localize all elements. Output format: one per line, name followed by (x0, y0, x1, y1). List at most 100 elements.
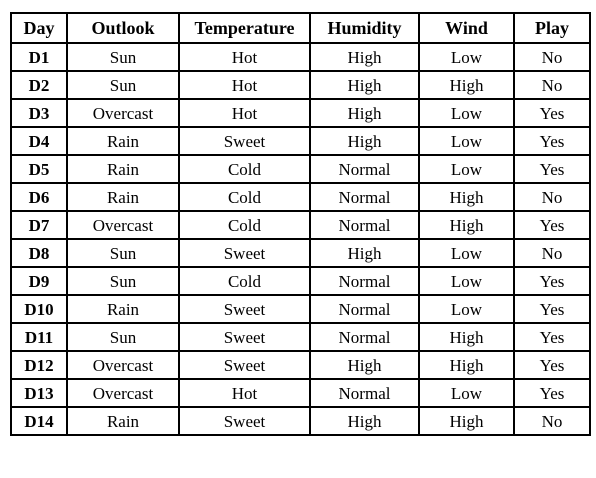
play-cell: Yes (514, 323, 590, 351)
column-header-humidity: Humidity (310, 13, 419, 43)
temperature-cell: Cold (179, 211, 310, 239)
table-row: D5 Rain Cold Normal Low Yes (11, 155, 590, 183)
wind-cell: Low (419, 155, 514, 183)
temperature-cell: Sweet (179, 407, 310, 435)
play-cell: No (514, 71, 590, 99)
table-row: D7 Overcast Cold Normal High Yes (11, 211, 590, 239)
table-container: Day Outlook Temperature Humidity Wind Play D1… (10, 12, 591, 436)
outlook-cell: Sun (67, 323, 179, 351)
day-cell: D14 (11, 407, 67, 435)
day-cell: D4 (11, 127, 67, 155)
humidity-cell: Normal (310, 267, 419, 295)
table-row: D1 Sun Hot High Low No (11, 43, 590, 71)
day-cell: D11 (11, 323, 67, 351)
outlook-cell: Rain (67, 407, 179, 435)
wind-cell: High (419, 323, 514, 351)
temperature-cell: Sweet (179, 351, 310, 379)
table-row: D11 Sun Sweet Normal High Yes (11, 323, 590, 351)
column-header-temperature: Temperature (179, 13, 310, 43)
day-cell: D2 (11, 71, 67, 99)
outlook-cell: Overcast (67, 99, 179, 127)
temperature-cell: Sweet (179, 323, 310, 351)
outlook-cell: Rain (67, 183, 179, 211)
outlook-cell: Sun (67, 239, 179, 267)
outlook-cell: Rain (67, 127, 179, 155)
column-header-wind: Wind (419, 13, 514, 43)
wind-cell: High (419, 211, 514, 239)
outlook-cell: Overcast (67, 351, 179, 379)
humidity-cell: High (310, 239, 419, 267)
wind-cell: High (419, 407, 514, 435)
outlook-cell: Rain (67, 155, 179, 183)
table-row: D9 Sun Cold Normal Low Yes (11, 267, 590, 295)
table-row: D6 Rain Cold Normal High No (11, 183, 590, 211)
day-cell: D3 (11, 99, 67, 127)
table-row: D14 Rain Sweet High High No (11, 407, 590, 435)
day-cell: D13 (11, 379, 67, 407)
play-cell: Yes (514, 211, 590, 239)
table-row: D3 Overcast Hot High Low Yes (11, 99, 590, 127)
temperature-cell: Cold (179, 155, 310, 183)
table-row: D12 Overcast Sweet High High Yes (11, 351, 590, 379)
humidity-cell: Normal (310, 211, 419, 239)
humidity-cell: Normal (310, 323, 419, 351)
day-cell: D6 (11, 183, 67, 211)
outlook-cell: Sun (67, 43, 179, 71)
outlook-cell: Sun (67, 267, 179, 295)
weather-play-table: Day Outlook Temperature Humidity Wind Play D1… (10, 12, 591, 436)
table-header: Day Outlook Temperature Humidity Wind Play (11, 13, 590, 43)
temperature-cell: Cold (179, 183, 310, 211)
wind-cell: High (419, 71, 514, 99)
play-cell: Yes (514, 99, 590, 127)
column-header-day: Day (11, 13, 67, 43)
wind-cell: Low (419, 267, 514, 295)
table-row: D13 Overcast Hot Normal Low Yes (11, 379, 590, 407)
play-cell: Yes (514, 127, 590, 155)
play-cell: Yes (514, 155, 590, 183)
outlook-cell: Overcast (67, 211, 179, 239)
table-row: D4 Rain Sweet High Low Yes (11, 127, 590, 155)
day-cell: D9 (11, 267, 67, 295)
play-cell: No (514, 407, 590, 435)
play-cell: No (514, 239, 590, 267)
humidity-cell: Normal (310, 155, 419, 183)
temperature-cell: Hot (179, 99, 310, 127)
humidity-cell: Normal (310, 183, 419, 211)
play-cell: Yes (514, 379, 590, 407)
day-cell: D5 (11, 155, 67, 183)
day-cell: D8 (11, 239, 67, 267)
play-cell: No (514, 43, 590, 71)
play-cell: Yes (514, 295, 590, 323)
column-header-outlook: Outlook (67, 13, 179, 43)
wind-cell: High (419, 183, 514, 211)
temperature-cell: Hot (179, 43, 310, 71)
table-row: D10 Rain Sweet Normal Low Yes (11, 295, 590, 323)
temperature-cell: Hot (179, 379, 310, 407)
header-row: Day Outlook Temperature Humidity Wind Play (11, 13, 590, 43)
humidity-cell: Normal (310, 379, 419, 407)
day-cell: D10 (11, 295, 67, 323)
humidity-cell: High (310, 99, 419, 127)
table-body: D1 Sun Hot High Low No D2 Sun Hot High High No D3 Ove… (11, 43, 590, 435)
outlook-cell: Overcast (67, 379, 179, 407)
play-cell: Yes (514, 351, 590, 379)
column-header-play: Play (514, 13, 590, 43)
wind-cell: Low (419, 295, 514, 323)
humidity-cell: High (310, 43, 419, 71)
wind-cell: Low (419, 239, 514, 267)
wind-cell: Low (419, 379, 514, 407)
play-cell: No (514, 183, 590, 211)
wind-cell: Low (419, 127, 514, 155)
temperature-cell: Sweet (179, 239, 310, 267)
wind-cell: Low (419, 43, 514, 71)
table-row: D2 Sun Hot High High No (11, 71, 590, 99)
wind-cell: High (419, 351, 514, 379)
humidity-cell: High (310, 127, 419, 155)
outlook-cell: Sun (67, 71, 179, 99)
day-cell: D7 (11, 211, 67, 239)
humidity-cell: Normal (310, 295, 419, 323)
temperature-cell: Sweet (179, 295, 310, 323)
temperature-cell: Sweet (179, 127, 310, 155)
wind-cell: Low (419, 99, 514, 127)
day-cell: D12 (11, 351, 67, 379)
